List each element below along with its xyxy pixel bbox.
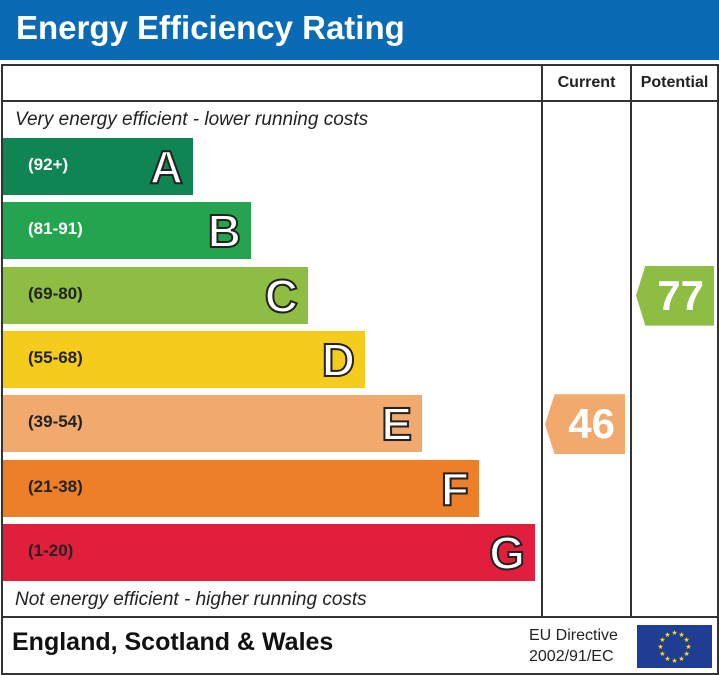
eu-flag-icon: ★★★★★★★★★ ★ ★★ [637,625,712,668]
band-letter: D [321,333,356,387]
band-bar-e: (39-54) E [3,395,422,453]
band-letter: E [380,397,413,451]
eu-star-icon: ★ [671,657,677,665]
eu-star-icon: ★ [657,643,663,651]
current-rating-arrow: 46 [545,394,625,455]
eu-star-icon: ★ [678,631,684,639]
bottom-note: Not energy efficient - higher running co… [15,589,367,610]
band-range: (55-68) [28,347,83,367]
footer-divider [1,616,718,618]
band-range: (1-20) [28,540,74,560]
eu-star-icon: ★ [659,636,665,644]
current-rating-value: 46 [568,400,615,448]
eu-star-icon: ★ [683,636,689,644]
band-range: (69-80) [28,283,83,303]
title-bar: Energy Efficiency Rating [0,0,719,60]
eu-star-icon: ★ [671,629,677,637]
rating-table [1,64,719,675]
band-letter: C [264,269,299,323]
eu-star-icon: ★ [678,655,684,663]
band-bar-b: (81-91) B [3,202,251,260]
eu-star-icon: ★ [683,650,689,658]
band-bar-d: (55-68) D [3,330,365,388]
eu-directive-number: 2002/91/EC [529,648,614,665]
band-range: (92+) [28,155,69,174]
region-label: England, Scotland & Wales [12,628,334,656]
eu-star-icon: ★ [664,631,670,639]
potential-rating-value: 77 [657,271,704,319]
eu-directive-label: EU Directive [529,627,618,644]
band-bar-a: (92+) A [3,138,193,195]
potential-column-header: Potential [640,74,709,91]
band-letter: G [488,526,526,580]
eu-star-icon: ★ [664,655,670,663]
band-letter: A [149,140,184,194]
band-letter: B [207,204,242,258]
band-bar-c: (69-80) C [3,266,308,324]
band-range: (81-91) [28,219,83,239]
band-letter: F [440,462,470,516]
potential-rating-arrow: 77 [636,265,714,326]
current-column-header: Current [557,74,616,91]
header-divider [1,100,718,102]
column-divider-potential [630,64,632,617]
column-divider-current [541,64,543,617]
band-bar-g: (1-20) G [3,523,535,581]
chart-title: Energy Efficiency Rating [16,9,405,46]
band-bar-f: (21-38) F [3,459,479,517]
band-range: (39-54) [28,412,83,432]
top-note: Very energy efficient - lower running co… [15,109,369,130]
eu-star-icon: ★ [685,643,691,651]
eu-star-icon: ★ [659,650,665,658]
band-range: (21-38) [28,476,83,496]
